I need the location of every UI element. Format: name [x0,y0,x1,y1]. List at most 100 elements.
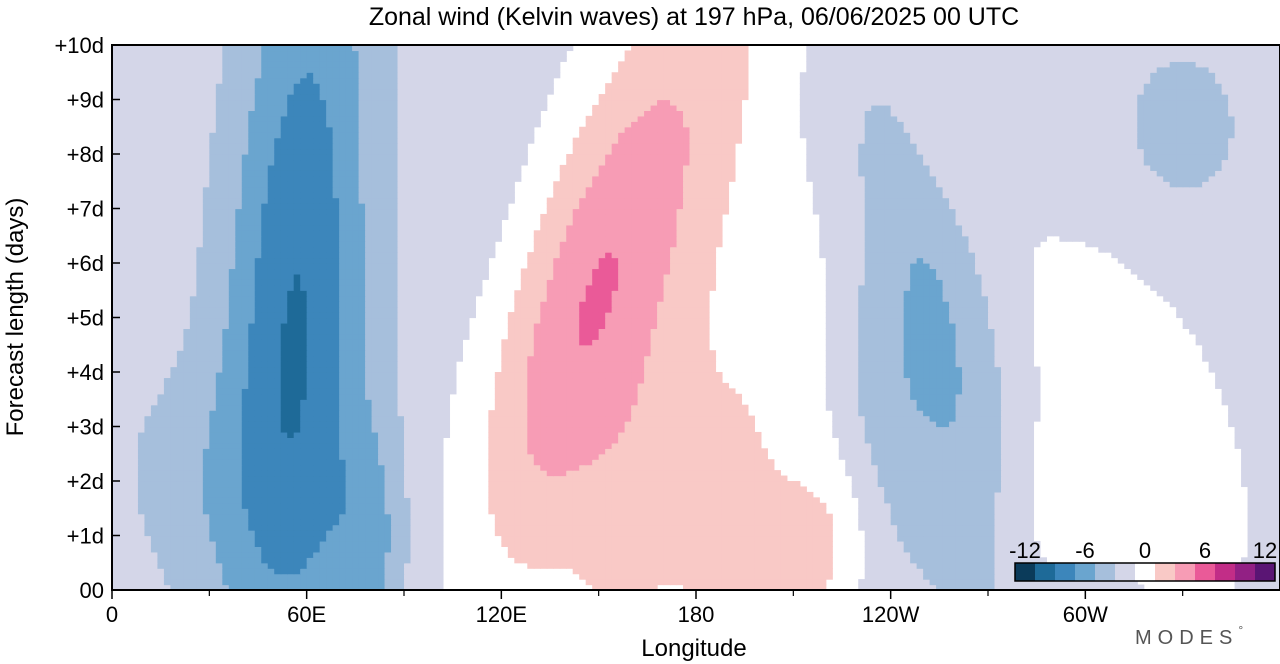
heat-cell [209,551,217,558]
heat-cell [916,421,924,428]
heat-cell [306,551,314,558]
heat-cell [676,540,684,547]
heat-cell [131,459,139,466]
heat-cell [371,513,379,520]
heat-cell [663,546,671,553]
heat-cell [235,584,243,590]
heat-cell [228,459,236,466]
heat-cell [332,426,340,433]
heat-cell [598,584,606,590]
heat-cell [942,470,950,477]
heat-cell [689,546,697,553]
heat-cell [858,399,866,406]
heat-cell [845,404,853,411]
heat-cell [365,382,373,389]
heat-cell [897,519,905,526]
heat-cell [391,497,399,504]
heat-cell [332,519,340,526]
heat-cell [163,497,171,504]
heat-cell [1026,431,1035,438]
heat-cell [391,464,399,471]
heat-cell [332,464,340,471]
heat-cell [137,513,146,520]
heat-cell [812,579,820,586]
heat-cell [923,464,931,471]
heat-cell [689,579,697,586]
heat-cell [851,442,859,449]
heat-cell [657,415,665,422]
heat-cell [306,513,314,520]
heat-cell [631,410,639,417]
heat-cell [378,442,386,449]
heat-cell [261,584,269,590]
heat-cell [566,481,574,488]
heat-cell [890,562,898,569]
heat-cell [910,573,918,580]
heat-cell [566,508,574,515]
heat-cell [371,573,379,580]
heat-cell [410,442,418,449]
heat-cell [494,437,502,444]
heat-cell [345,431,353,438]
heat-cell [131,404,139,411]
heat-cell [527,513,535,520]
heat-cell [676,535,684,542]
heat-cell [981,540,989,547]
heat-cell [637,475,645,482]
heat-cell [514,491,522,498]
heat-cell [131,508,139,515]
heat-cell [864,459,872,466]
heat-cell [825,540,833,547]
heat-cell [572,388,580,395]
heat-cell [118,540,126,547]
heat-cell [313,481,321,488]
heat-cell [254,415,262,422]
heat-cell [773,562,781,569]
heat-cell [890,524,898,531]
heat-cell [163,546,171,553]
heat-cell [767,513,775,520]
heat-cell [429,448,438,455]
heat-cell [280,535,288,542]
heat-cell [112,426,120,433]
heat-cell [812,530,820,537]
heat-cell [397,442,405,449]
heat-cell [871,453,879,460]
heat-cell [514,459,522,466]
heat-cell [696,540,704,547]
heat-cell [397,448,405,455]
heat-cell [566,513,574,520]
heat-cell [163,535,171,542]
heat-cell [962,475,970,482]
heat-cell [721,410,730,417]
heat-cell [306,404,314,411]
heat-cell [650,475,658,482]
heat-cell [436,399,444,406]
heat-cell [747,415,755,422]
heat-cell [994,519,1002,526]
heat-cell [527,540,535,547]
heat-cell [170,404,178,411]
heat-cell [494,453,502,460]
heat-cell [319,426,327,433]
heat-cell [150,404,159,411]
heat-cell [137,540,146,547]
heat-cell [365,431,373,438]
heat-cell [923,502,931,509]
heat-cell [916,410,924,417]
heat-cell [215,557,223,564]
heat-cell [371,502,379,509]
heat-cell [871,481,879,488]
heat-cell [436,453,444,460]
heat-cell [202,562,210,569]
heat-cell [1254,459,1262,466]
heat-cell [650,453,658,460]
heat-cell [202,459,210,466]
heat-cell [540,393,548,400]
heat-cell [1234,410,1242,417]
heat-cell [215,513,223,520]
heat-cell [137,502,146,509]
heat-cell [884,491,892,498]
heat-cell [365,388,373,395]
heat-cell [663,497,671,504]
